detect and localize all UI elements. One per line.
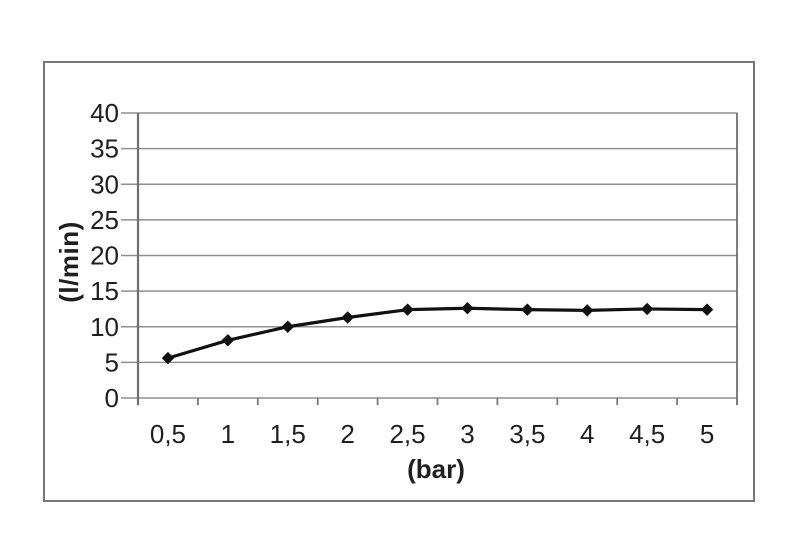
y-tick-label: 35 [90, 134, 119, 164]
x-tick-label: 4 [580, 419, 594, 449]
y-tick-label: 15 [90, 276, 119, 306]
series-marker-diamond [581, 304, 594, 317]
x-tick-label: 2 [340, 419, 354, 449]
x-tick-label: 1,5 [270, 419, 306, 449]
series-marker-diamond [341, 311, 354, 324]
y-tick-label: 0 [105, 383, 119, 413]
x-tick-label: 1 [221, 419, 235, 449]
series-line [166, 306, 709, 360]
x-tick-label: 3 [460, 419, 474, 449]
series-marker-diamond [221, 334, 235, 347]
y-tick-label: 20 [90, 241, 119, 271]
x-tick-label: 2,5 [389, 419, 425, 449]
y-tick-label: 5 [105, 347, 119, 377]
y-tick-label: 30 [90, 169, 119, 199]
y-tick-label: 40 [90, 98, 119, 128]
y-tick-label: 10 [90, 312, 119, 342]
x-tick-label: 5 [700, 419, 714, 449]
series-marker-diamond [161, 351, 175, 365]
y-axis-title: (l/min) [54, 221, 84, 303]
x-tick-label: 3,5 [509, 419, 545, 449]
series-marker-diamond [700, 303, 714, 316]
series-marker-diamond [521, 303, 534, 316]
series-marker-diamond [640, 302, 654, 316]
y-tick-label: 25 [90, 205, 119, 235]
series-marker-diamond [281, 320, 294, 333]
x-axis-title: (bar) [407, 454, 465, 484]
series-marker-diamond [401, 303, 414, 316]
x-tick-label: 0,5 [150, 419, 186, 449]
series-marker-diamond [461, 302, 474, 315]
chart-frame [43, 61, 755, 502]
x-tick-label: 4,5 [629, 419, 665, 449]
